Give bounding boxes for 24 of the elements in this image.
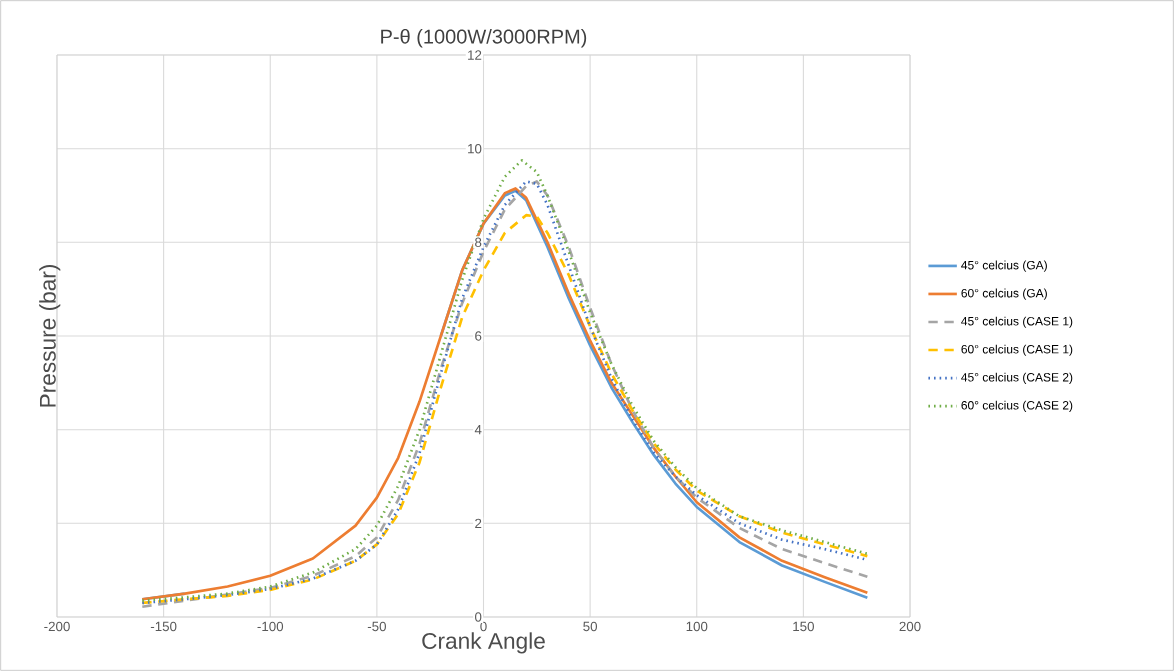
- x-tick-label: -100: [257, 621, 284, 632]
- x-axis-title: Crank Angle: [422, 632, 545, 654]
- x-tick-label: -150: [150, 621, 177, 632]
- x-tick-label: 200: [899, 621, 921, 632]
- legend-label: 45° celcius (CASE 2): [961, 372, 1073, 384]
- x-tick-label: -50: [367, 621, 386, 632]
- y-tick-label: 10: [468, 143, 482, 154]
- y-tick-label: 12: [468, 50, 482, 60]
- x-tick-label: 100: [686, 621, 708, 632]
- legend-label: 45° celcius (GA): [961, 260, 1047, 272]
- y-tick-label: 4: [474, 425, 482, 435]
- y-tick-label: 8: [475, 237, 482, 248]
- legend-label: 45° celcius (CASE 1): [961, 316, 1073, 328]
- y-tick-label: 6: [475, 331, 482, 341]
- x-tick-label: 150: [793, 621, 814, 632]
- x-tick-label: 50: [583, 621, 598, 632]
- chart-title: P-θ (1000W/3000RPM): [381, 28, 587, 48]
- y-tick-label: 2: [475, 518, 482, 528]
- x-tick-label: -200: [44, 621, 70, 632]
- legend-label: 60° celcius (CASE 2): [961, 400, 1073, 412]
- y-tick-label: 0: [475, 612, 482, 622]
- legend-label: 60° celcius (GA): [961, 288, 1047, 300]
- y-axis-title: Pressure (bar): [39, 265, 61, 407]
- legend-label: 60° celcius (CASE 1): [961, 344, 1073, 356]
